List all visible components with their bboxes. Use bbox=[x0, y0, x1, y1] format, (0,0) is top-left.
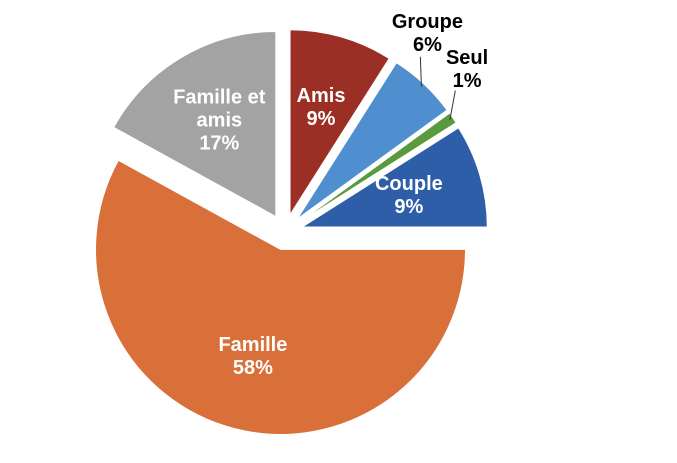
slice-name: Seul bbox=[445, 47, 489, 70]
slice-name: Groupe bbox=[391, 11, 463, 34]
pie-slice bbox=[299, 112, 457, 223]
slice-value: 9% bbox=[306, 108, 336, 131]
slice-label: Couple 9% bbox=[375, 173, 443, 219]
slice-name: Amis bbox=[296, 85, 346, 108]
leader-line bbox=[419, 56, 422, 87]
pie-slice bbox=[95, 159, 467, 435]
slice-name: Couple bbox=[374, 173, 443, 195]
slice-value: 58% bbox=[232, 356, 273, 379]
slice-value: 1% bbox=[452, 70, 482, 93]
pie-slice bbox=[300, 127, 488, 228]
slice-label: Famille et amis 17% bbox=[159, 86, 279, 155]
pie-slice bbox=[296, 61, 448, 220]
slice-value: 9% bbox=[394, 196, 424, 218]
slice-name: Famille et amis bbox=[173, 86, 266, 132]
slice-label: Amis 9% bbox=[297, 85, 346, 131]
pie-slice bbox=[289, 29, 390, 217]
leader-line bbox=[449, 90, 456, 121]
slice-value: 6% bbox=[412, 34, 442, 57]
slice-name: Famille bbox=[218, 333, 288, 356]
slice-label: Groupe 6% bbox=[392, 11, 463, 57]
slice-value: 17% bbox=[199, 132, 240, 155]
slice-label: Famille 58% bbox=[218, 334, 287, 380]
pie-slice bbox=[113, 31, 277, 218]
slice-label: Seul 1% bbox=[446, 47, 488, 93]
